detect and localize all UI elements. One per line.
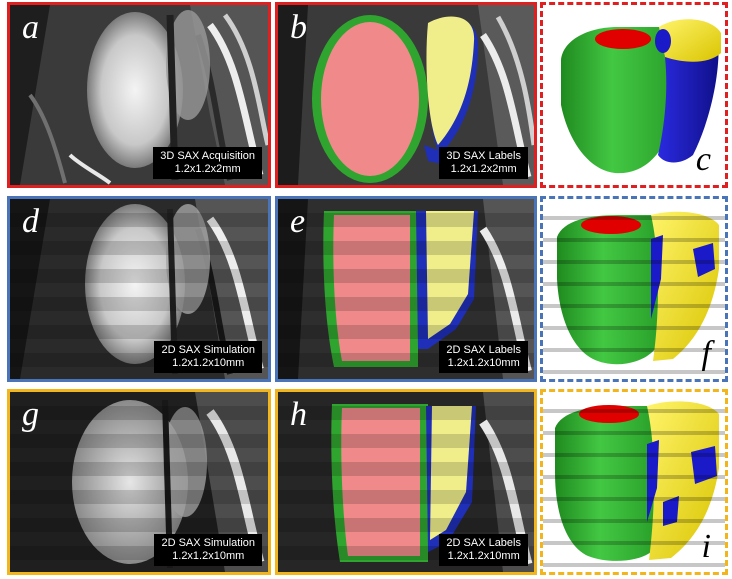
caption-b-label: 3D SAX Labels	[446, 150, 521, 162]
panel-letter-i: i	[701, 528, 711, 565]
panel-letter-g: g	[22, 396, 39, 433]
panel-letter-b: b	[290, 9, 307, 46]
caption-g-resolution: 1.2x1.2x10mm	[172, 550, 245, 562]
panel-letter-h: h	[290, 396, 307, 433]
mri-image-a	[10, 5, 268, 185]
panel-f-2d-mesh: f	[540, 196, 728, 382]
panel-g-2d-simulation: g 2D SAX Simulation 1.2x1.2x10mm	[7, 389, 271, 575]
panel-letter-e: e	[290, 203, 306, 240]
panel-i-2d-mesh: i	[540, 389, 728, 575]
caption-h-resolution: 1.2x1.2x10mm	[447, 550, 520, 562]
panel-letter-d: d	[22, 203, 39, 240]
panel-h-2d-labels: h 2D SAX Labels 1.2x1.2x10mm	[275, 389, 537, 575]
caption-e-resolution: 1.2x1.2x10mm	[447, 357, 520, 369]
caption-g: 2D SAX Simulation 1.2x1.2x10mm	[154, 534, 262, 566]
caption-a-resolution: 1.2x1.2x2mm	[174, 163, 241, 175]
panel-a-3d-acquisition: a 3D SAX Acquisition 1.2x1.2x2mm	[7, 2, 271, 188]
panel-letter-f: f	[701, 335, 711, 372]
caption-d-resolution: 1.2x1.2x10mm	[172, 357, 245, 369]
panel-b-3d-labels: b 3D SAX Labels 1.2x1.2x2mm	[275, 2, 537, 188]
caption-b: 3D SAX Labels 1.2x1.2x2mm	[439, 147, 528, 179]
caption-a-label: 3D SAX Acquisition	[160, 150, 255, 162]
panel-d-2d-simulation: d 2D SAX Simulation 1.2x1.2x10mm	[7, 196, 271, 382]
heart-mesh-c	[561, 19, 721, 174]
panel-letter-c: c	[695, 141, 711, 178]
caption-a: 3D SAX Acquisition 1.2x1.2x2mm	[153, 147, 262, 179]
caption-e: 2D SAX Labels 1.2x1.2x10mm	[439, 341, 528, 373]
panel-letter-a: a	[22, 9, 39, 46]
panel-e-2d-labels: e 2D SAX Labels 1.2x1.2x10mm	[275, 196, 537, 382]
heart-mesh-i	[543, 392, 725, 572]
caption-d-label: 2D SAX Simulation	[161, 344, 255, 356]
caption-d: 2D SAX Simulation 1.2x1.2x10mm	[154, 341, 262, 373]
heart-mesh-f	[543, 199, 725, 379]
caption-e-label: 2D SAX Labels	[446, 344, 521, 356]
caption-h: 2D SAX Labels 1.2x1.2x10mm	[439, 534, 528, 566]
panel-c-3d-mesh: c	[540, 2, 728, 188]
caption-h-label: 2D SAX Labels	[446, 537, 521, 549]
caption-g-label: 2D SAX Simulation	[161, 537, 255, 549]
labeled-mri-image-b	[278, 5, 534, 185]
caption-b-resolution: 1.2x1.2x2mm	[450, 163, 517, 175]
